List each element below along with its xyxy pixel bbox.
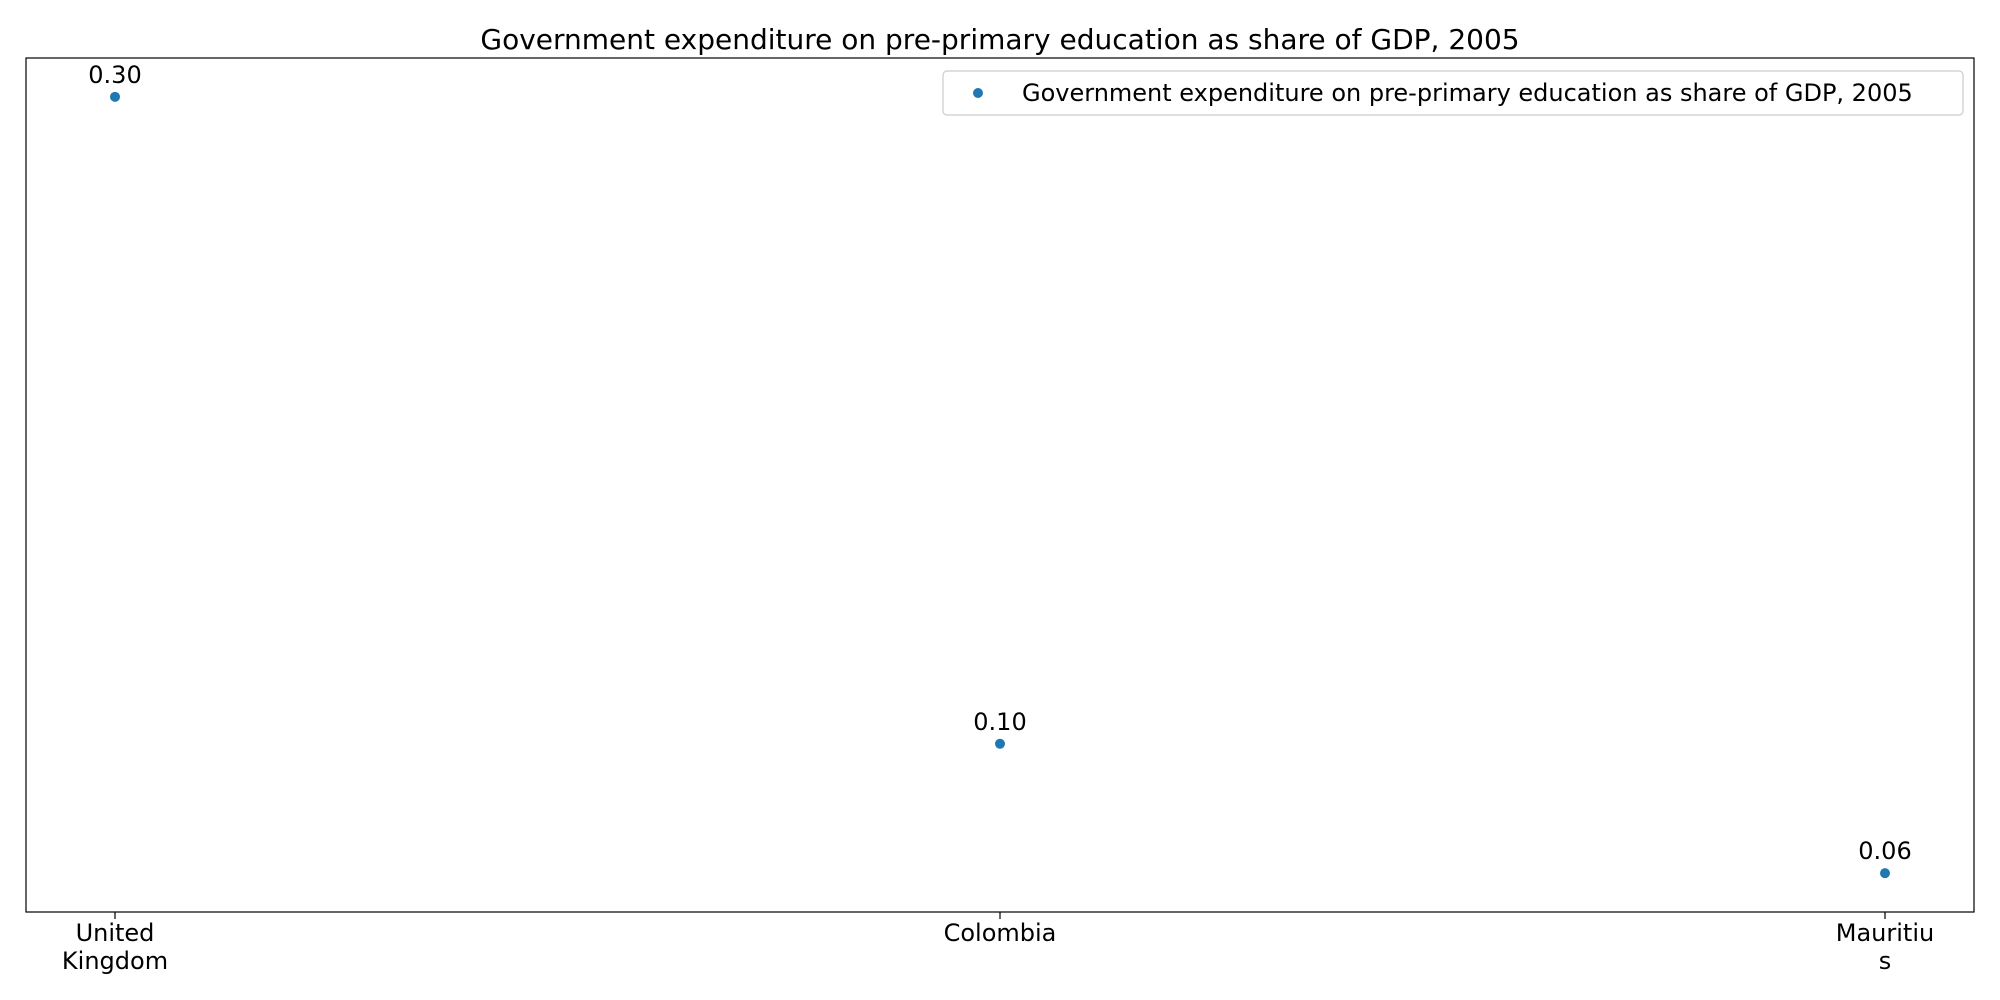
data-point: [1880, 868, 1890, 879]
legend-box: [942, 70, 1964, 116]
legend-marker: [973, 88, 983, 98]
data-point: [995, 738, 1005, 749]
data-label: 0.30: [88, 61, 141, 89]
chart-title: Government expenditure on pre-primary ed…: [480, 23, 1519, 56]
x-tick-label: United Kingdom: [62, 919, 168, 975]
x-tick-label-line: Mauritiu: [1836, 919, 1934, 947]
data-label: 0.06: [1858, 837, 1911, 865]
x-tick-label: Colombia: [944, 919, 1057, 947]
data-labels: 0.30 0.10 0.06: [88, 61, 1911, 865]
data-points: [110, 91, 1890, 879]
x-tick-label-line: Kingdom: [62, 947, 168, 975]
plot-area-frame: [25, 57, 1975, 913]
legend-label: Government expenditure on pre-primary ed…: [1022, 79, 1913, 107]
x-tick-label-line: United: [76, 919, 155, 947]
data-label: 0.10: [973, 708, 1026, 736]
x-tick-label-line: s: [1879, 947, 1892, 975]
legend: Government expenditure on pre-primary ed…: [942, 70, 1964, 116]
x-axis: United Kingdom Colombia Mauritiu s: [62, 912, 1934, 975]
x-tick-label-line: Colombia: [944, 919, 1057, 947]
data-point: [110, 91, 120, 102]
x-tick-label: Mauritiu s: [1836, 919, 1934, 975]
